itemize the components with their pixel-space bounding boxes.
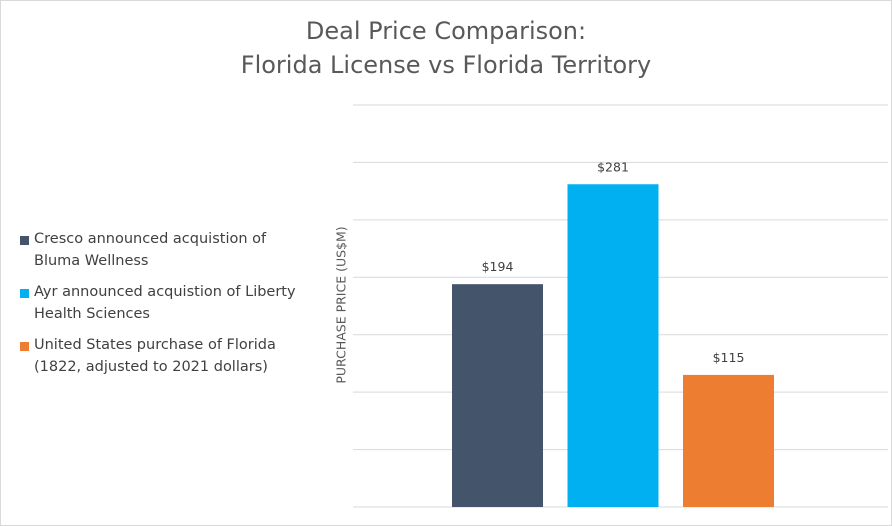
chart-title: Deal Price Comparison: Florida License v… <box>0 14 892 82</box>
data-label-1: $194 <box>482 259 514 274</box>
legend-label-ayr-line-2: Health Sciences <box>34 306 150 322</box>
bar-3 <box>683 374 774 507</box>
data-label-3: $115 <box>713 350 745 365</box>
legend-label-cresco-line-1: Cresco announced acquistion of <box>34 231 267 247</box>
legend-swatch-cresco <box>20 236 29 245</box>
legend: Cresco announced acquistion of Bluma Wel… <box>20 228 320 387</box>
legend-label-ayr-line-1: Ayr announced acquistion of Liberty <box>34 284 296 300</box>
data-label-2: $281 <box>597 159 629 174</box>
legend-label-us-florida-line-2: (1822, adjusted to 2021 dollars) <box>34 359 268 375</box>
bar-2 <box>567 184 659 507</box>
legend-label-us-florida-line-1: United States purchase of Florida <box>34 337 276 353</box>
chart-title-line-2: Florida License vs Florida Territory <box>240 51 652 79</box>
legend-item-cresco: Cresco announced acquistion of Bluma Wel… <box>20 228 320 272</box>
legend-item-us-florida: United States purchase of Florida (1822,… <box>20 334 320 378</box>
chart-title-line-1: Deal Price Comparison: <box>305 17 587 45</box>
legend-label-cresco-line-2: Bluma Wellness <box>34 253 149 269</box>
legend-swatch-ayr <box>20 289 29 298</box>
bar-1 <box>452 284 543 507</box>
legend-item-ayr: Ayr announced acquistion of Liberty Heal… <box>20 281 320 325</box>
legend-swatch-us-florida <box>20 342 29 351</box>
